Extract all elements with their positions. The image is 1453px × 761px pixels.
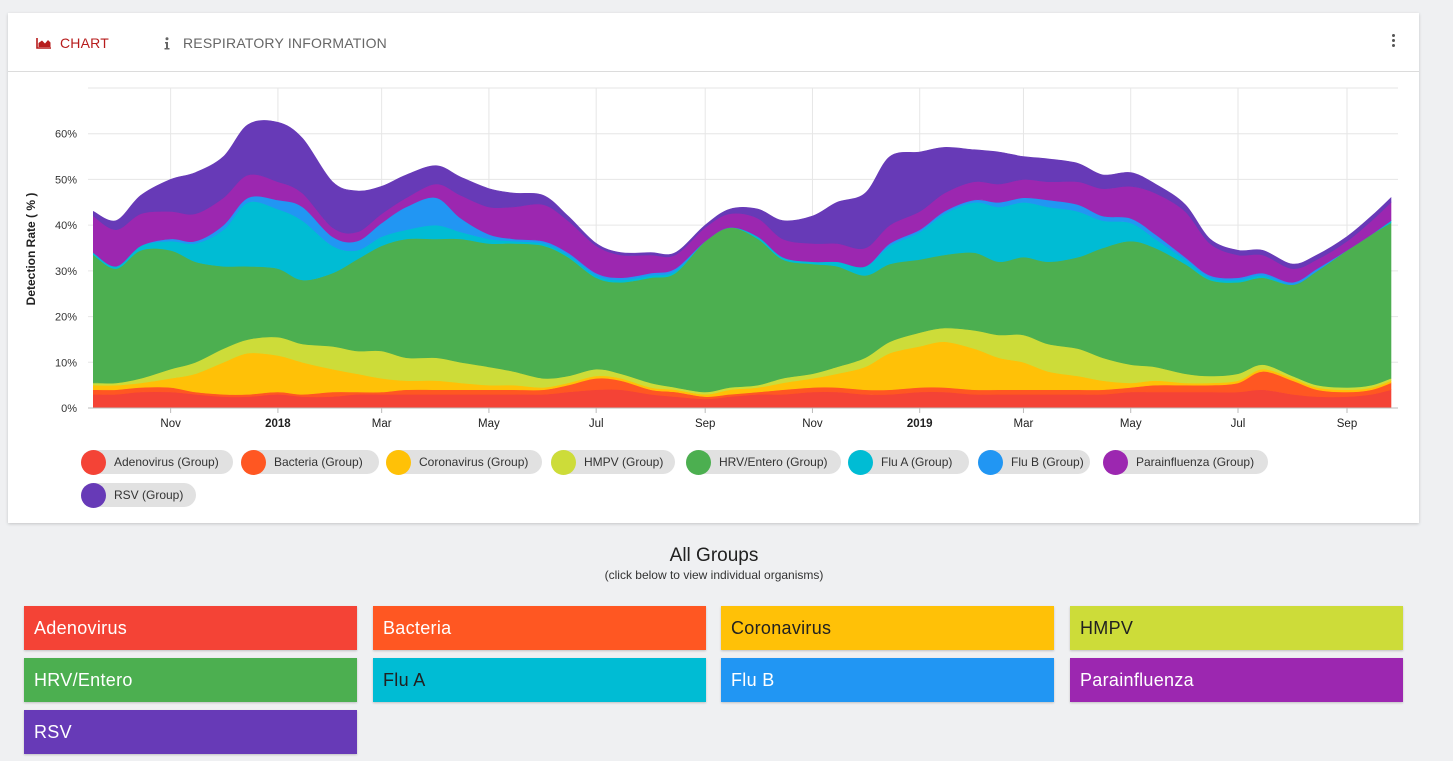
x-tick-label: May	[1120, 418, 1142, 430]
group-button-label: Adenovirus	[34, 617, 128, 638]
legend-swatch	[978, 449, 1003, 475]
group-button-label: HRV/Entero	[34, 669, 133, 690]
legend-swatch	[386, 449, 411, 475]
group-button-coronavirus[interactable]: Coronavirus	[721, 606, 1054, 650]
legend-label: Bacteria (Group)	[274, 455, 363, 469]
legend-item[interactable]: RSV (Group)	[81, 482, 196, 508]
x-tick-label: 2018	[265, 418, 291, 430]
info-icon	[158, 36, 176, 50]
x-tick-label: Sep	[695, 418, 715, 430]
x-tick-label: Nov	[160, 418, 181, 430]
x-tick-label: Mar	[1014, 418, 1034, 430]
groups-title: All Groups	[669, 545, 759, 566]
legend-swatch	[81, 482, 106, 508]
y-tick-label: 30%	[55, 266, 77, 278]
legend-label: Coronavirus (Group)	[419, 455, 529, 469]
y-axis-label: Detection Rate ( % )	[24, 193, 38, 306]
legend-swatch	[686, 449, 711, 475]
legend-label: Flu A (Group)	[881, 455, 953, 469]
x-tick-label: Jul	[589, 418, 604, 430]
group-button-parainfluenza[interactable]: Parainfluenza	[1070, 658, 1403, 702]
tab-chart-label: CHART	[60, 35, 109, 51]
legend-label: Parainfluenza (Group)	[1136, 455, 1255, 469]
group-button-label: Flu A	[383, 669, 426, 690]
legend-item[interactable]: Flu A (Group)	[848, 449, 969, 475]
legend-label: Adenovirus (Group)	[114, 455, 219, 469]
legend-swatch	[81, 449, 106, 475]
legend-label: HMPV (Group)	[584, 455, 664, 469]
stacked-area-chart: 0% 10% 20% 30% 40% 50% 60% Nov 2018 Mar May Jul Sep N…	[24, 87, 1398, 430]
area-series-rsv-group[interactable]	[93, 120, 1392, 269]
legend-label: HRV/Entero (Group)	[719, 455, 828, 469]
group-button-label: HMPV	[1080, 617, 1134, 638]
group-button-label: Parainfluenza	[1080, 669, 1194, 690]
legend-item[interactable]: Flu B (Group)	[978, 449, 1090, 475]
group-button-rsv[interactable]: RSV	[24, 710, 357, 754]
legend-swatch	[551, 449, 576, 475]
group-button-label: Coronavirus	[731, 617, 832, 638]
x-tick-label: Sep	[1337, 418, 1357, 430]
y-tick-label: 20%	[55, 312, 77, 324]
x-tick-label: May	[478, 418, 500, 430]
area-chart-icon	[35, 37, 53, 49]
legend-swatch	[848, 449, 873, 475]
x-tick-label: Nov	[802, 418, 823, 430]
tab-info-label: RESPIRATORY INFORMATION	[183, 35, 387, 51]
x-tick-label: 2019	[907, 418, 933, 430]
group-button-flu-a[interactable]: Flu A	[373, 658, 706, 702]
legend-label: RSV (Group)	[114, 488, 184, 502]
y-tick-label: 60%	[55, 129, 77, 141]
y-tick-label: 10%	[55, 357, 77, 369]
chart-card: CHART RESPIRATORY INFORMATION 0% 10% 20% 30…	[8, 13, 1419, 523]
legend-swatch	[1103, 449, 1128, 475]
tab-bar: CHART RESPIRATORY INFORMATION	[8, 13, 1419, 72]
group-button-label: Bacteria	[383, 617, 452, 638]
legend-item[interactable]: Bacteria (Group)	[241, 449, 379, 475]
legend-item[interactable]: HMPV (Group)	[551, 449, 675, 475]
y-tick-label: 0%	[61, 403, 77, 415]
x-tick-label: Mar	[372, 418, 392, 430]
legend-item[interactable]: Coronavirus (Group)	[386, 449, 542, 475]
group-button-label: RSV	[34, 721, 72, 742]
y-tick-label: 40%	[55, 220, 77, 232]
legend-item[interactable]: Adenovirus (Group)	[81, 449, 233, 475]
group-button-bacteria[interactable]: Bacteria	[373, 606, 706, 650]
group-button-adenovirus[interactable]: Adenovirus	[24, 606, 357, 650]
more-vertical-icon[interactable]	[1387, 33, 1399, 49]
legend-swatch	[241, 449, 266, 475]
group-button-hrv-entero[interactable]: HRV/Entero	[24, 658, 357, 702]
chart-axes: 0% 10% 20% 30% 40% 50% 60% Nov 2018 Mar May Jul Sep N…	[55, 129, 1398, 430]
group-button-flu-b[interactable]: Flu B	[721, 658, 1054, 702]
tab-respiratory-information[interactable]: RESPIRATORY INFORMATION	[158, 33, 387, 53]
x-tick-label: Jul	[1231, 418, 1246, 430]
y-tick-label: 50%	[55, 174, 77, 186]
legend-label: Flu B (Group)	[1011, 455, 1084, 469]
group-button-hmpv[interactable]: HMPV	[1070, 606, 1403, 650]
groups-subtitle: (click below to view individual organism…	[604, 568, 824, 582]
legend-item[interactable]: HRV/Entero (Group)	[686, 449, 841, 475]
tab-chart[interactable]: CHART	[35, 33, 109, 53]
legend-item[interactable]: Parainfluenza (Group)	[1103, 449, 1268, 475]
chart-areas	[93, 120, 1392, 409]
group-button-label: Flu B	[731, 669, 775, 690]
